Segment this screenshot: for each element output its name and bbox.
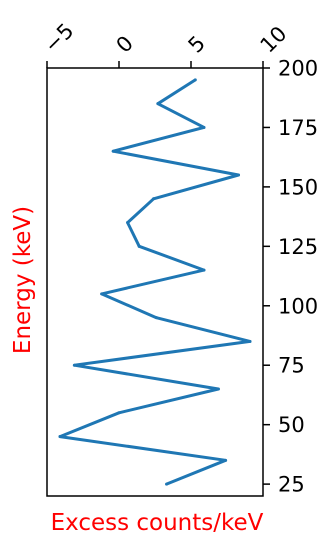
data-point bbox=[152, 197, 155, 200]
x-axis: −5 0 5 10 bbox=[40, 19, 292, 68]
x-axis-label: Excess counts/keV bbox=[51, 510, 264, 534]
y-tick-label: 75 bbox=[278, 354, 305, 378]
data-point bbox=[100, 292, 103, 295]
y-axis-label: Energy (keV) bbox=[10, 206, 36, 354]
data-point bbox=[112, 150, 115, 153]
data-point bbox=[224, 459, 227, 462]
y-tick-label: 100 bbox=[278, 294, 318, 318]
x-tick-label: 0 bbox=[112, 31, 138, 57]
x-tick-label: 10 bbox=[256, 22, 292, 58]
data-point bbox=[156, 102, 159, 105]
data-point bbox=[194, 78, 197, 81]
data-point bbox=[237, 174, 240, 177]
data-point bbox=[73, 364, 76, 367]
y-tick-label: 25 bbox=[278, 473, 305, 497]
x-tick-label: −5 bbox=[40, 19, 79, 58]
y-tick-label: 150 bbox=[278, 175, 318, 199]
x-tick-label: 5 bbox=[184, 31, 210, 57]
data-point bbox=[249, 340, 252, 343]
series-line bbox=[60, 80, 250, 484]
y-tick-label: 200 bbox=[278, 57, 318, 81]
data-point bbox=[155, 316, 158, 319]
data-point bbox=[58, 435, 61, 438]
data-point bbox=[126, 221, 129, 224]
data-point bbox=[118, 411, 121, 414]
y-axis: 25 50 75 100 125 150 175 200 bbox=[263, 57, 318, 497]
y-tick-label: 50 bbox=[278, 413, 305, 437]
data-point bbox=[202, 126, 205, 129]
plot-area bbox=[58, 78, 251, 485]
data-point bbox=[138, 245, 141, 248]
y-tick-label: 125 bbox=[278, 235, 318, 259]
y-tick-label: 175 bbox=[278, 116, 318, 140]
data-point bbox=[165, 483, 168, 486]
data-point bbox=[217, 388, 220, 391]
data-point bbox=[202, 269, 205, 272]
